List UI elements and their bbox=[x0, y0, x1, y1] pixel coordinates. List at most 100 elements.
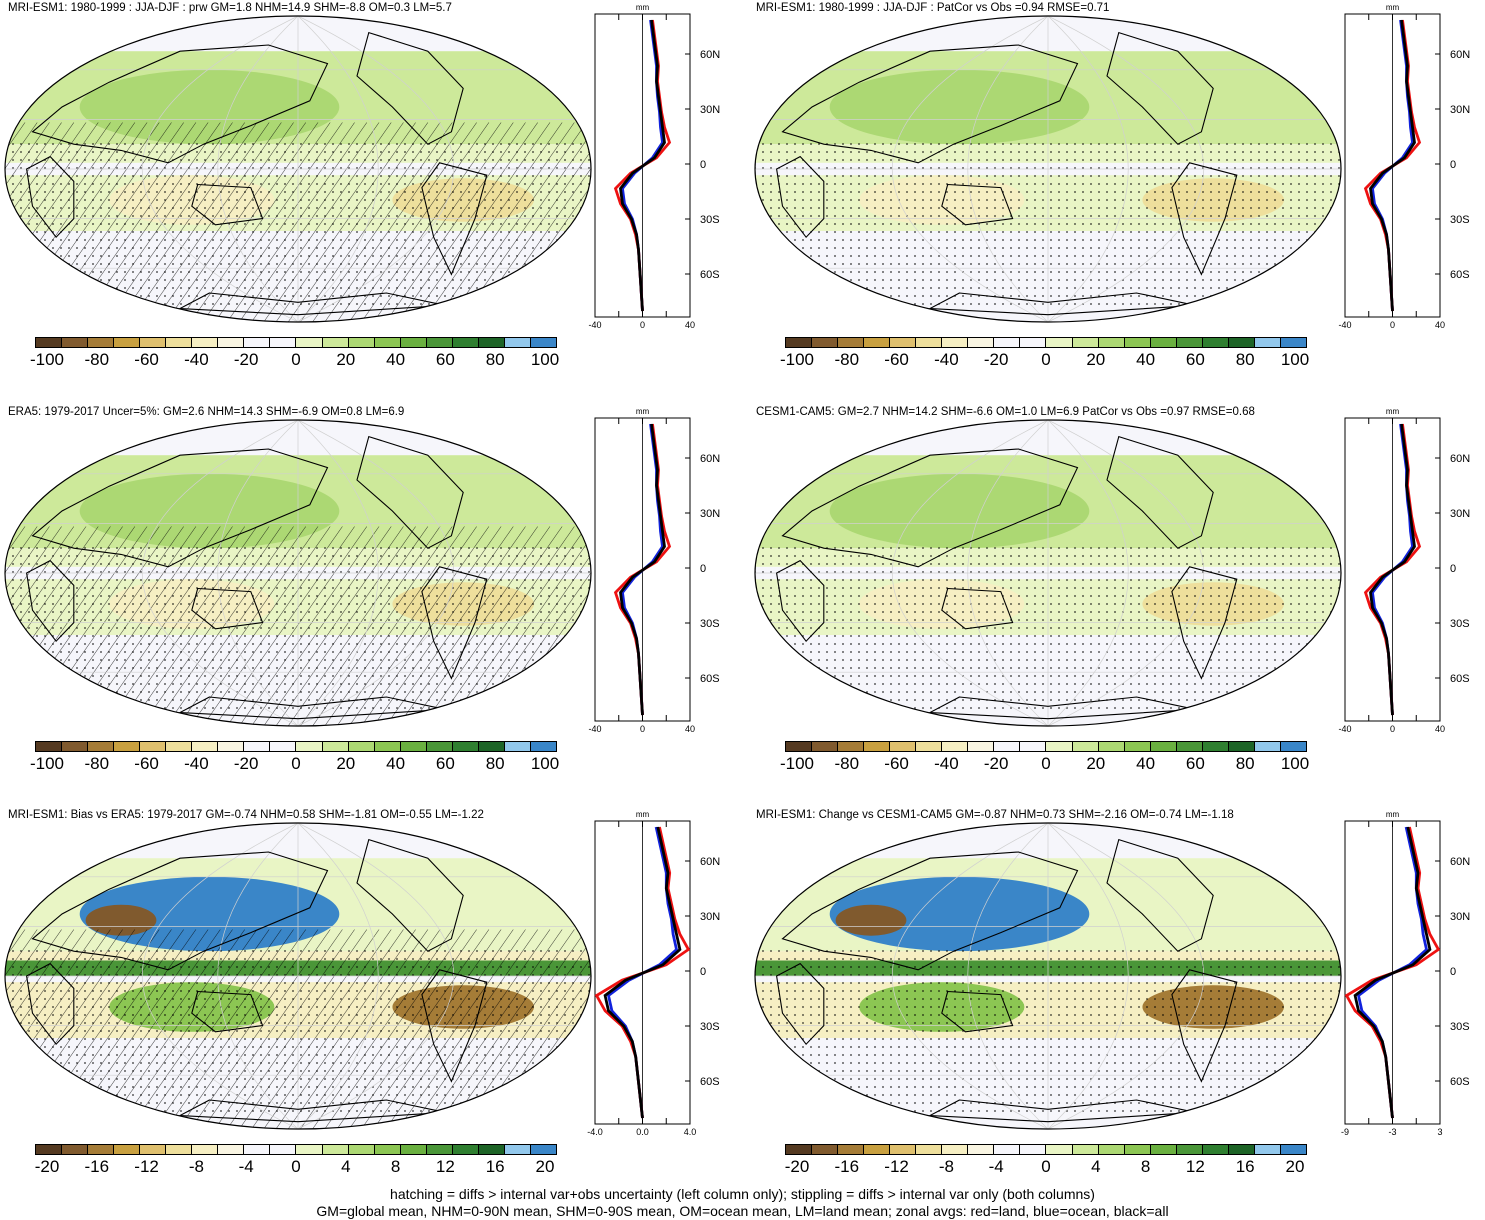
colorbar-tick-label: 40 bbox=[1136, 350, 1156, 369]
colorbar-swatch bbox=[36, 338, 63, 347]
profile-all-curve bbox=[1369, 19, 1416, 312]
profile-all-curve bbox=[619, 19, 666, 312]
colorbar: -100 -80 -60 -40 -20 0 20 40 60 80 100 bbox=[30, 337, 560, 372]
world-map bbox=[754, 15, 1342, 323]
profile-all-curve bbox=[1353, 826, 1432, 1119]
colorbar-tick-label: -4 bbox=[238, 1157, 254, 1176]
colorbar-swatch bbox=[62, 338, 89, 347]
profile-x-tick-label: -40 bbox=[588, 320, 601, 330]
colorbar-tick-label: 4 bbox=[1091, 1157, 1101, 1176]
profile-latitude-label: 30N bbox=[1450, 911, 1470, 923]
zonal-mean-profile: mm -40 0 40 60N 30N 0 30S 60S bbox=[1338, 407, 1470, 734]
colorbar-tick-label: 20 bbox=[1086, 350, 1106, 369]
colorbar-tick-label: -40 bbox=[934, 350, 959, 369]
colorbar-tick-label: 20 bbox=[336, 754, 356, 773]
colorbar-tick-label: 80 bbox=[485, 350, 505, 369]
colorbar-tick-label: -100 bbox=[779, 350, 815, 369]
colorbar-tick-label: 4 bbox=[341, 1157, 351, 1176]
colorbar-tick-label: -80 bbox=[834, 350, 860, 369]
profile-x-tick-label: 40 bbox=[1435, 320, 1445, 330]
profile-x-tick-label: -4.0 bbox=[587, 1127, 603, 1137]
profile-unit-label: mm bbox=[1386, 407, 1400, 416]
profile-latitude-label: 60S bbox=[700, 269, 720, 281]
colorbar-swatch bbox=[322, 742, 349, 751]
colorbar-tick-label: 80 bbox=[485, 754, 505, 773]
colorbar-swatch bbox=[812, 338, 839, 347]
colorbar-swatch bbox=[62, 1145, 89, 1154]
colorbar-tick-label: 0 bbox=[291, 1157, 301, 1176]
colorbar-swatch bbox=[452, 742, 479, 751]
colorbar-tick-label: 100 bbox=[530, 350, 560, 369]
colorbar-swatch bbox=[994, 1145, 1021, 1154]
colorbar-swatch bbox=[864, 742, 891, 751]
colorbar-swatch bbox=[36, 742, 63, 751]
colorbar-swatch bbox=[452, 338, 479, 347]
panel-title: ERA5: 1979-2017 Uncer=5%: GM=2.6 NHM=14.… bbox=[8, 406, 405, 418]
colorbar-tick-label: 0 bbox=[1041, 350, 1051, 369]
colorbar-swatch bbox=[916, 742, 943, 751]
colorbar-tick-label: 8 bbox=[1140, 1157, 1151, 1176]
colorbar-tick-label: 8 bbox=[390, 1157, 401, 1176]
panel-title: MRI-ESM1: Change vs CESM1-CAM5 GM=-0.87 … bbox=[756, 809, 1234, 821]
colorbar-swatch bbox=[838, 338, 865, 347]
colorbar-swatch bbox=[296, 1145, 323, 1154]
colorbar-swatch bbox=[530, 1145, 556, 1154]
profile-x-tick-label: 40 bbox=[1435, 724, 1445, 734]
colorbar-swatch bbox=[1072, 742, 1099, 751]
colorbar-tick-label: 16 bbox=[1235, 1157, 1255, 1176]
colorbar-swatch bbox=[244, 338, 271, 347]
profile-latitude-label: 0 bbox=[700, 966, 706, 978]
colorbar-swatch bbox=[1020, 338, 1047, 347]
colorbar-swatch bbox=[374, 742, 401, 751]
profile-x-tick-label: -3 bbox=[1388, 1127, 1396, 1137]
colorbar-tick-label: -80 bbox=[84, 350, 110, 369]
colorbar-tick-label: 12 bbox=[1185, 1157, 1205, 1176]
colorbar-tick-label: -20 bbox=[34, 1157, 60, 1176]
profile-x-tick-label: -9 bbox=[1341, 1127, 1349, 1137]
colorbar-swatch bbox=[296, 338, 323, 347]
zonal-mean-profile: mm -40 0 40 60N 30N 0 30S 60S bbox=[588, 407, 720, 734]
colorbar-swatch bbox=[1280, 742, 1306, 751]
colorbar-tick-label: -12 bbox=[884, 1157, 909, 1176]
colorbar-swatch bbox=[1046, 742, 1073, 751]
colorbar-swatch bbox=[1098, 1145, 1125, 1154]
colorbar-swatch bbox=[786, 742, 813, 751]
colorbar-swatch bbox=[166, 338, 193, 347]
colorbar-swatch bbox=[1228, 338, 1255, 347]
profile-latitude-label: 60N bbox=[700, 856, 720, 868]
footnote-line-2: GM=global mean, NHM=0-90N mean, SHM=0-90… bbox=[316, 1203, 1169, 1219]
colorbar-tick-label: 0 bbox=[291, 754, 301, 773]
colorbar-swatch bbox=[1046, 338, 1073, 347]
profile-unit-label: mm bbox=[1386, 3, 1400, 12]
profile-latitude-label: 30N bbox=[700, 104, 720, 116]
profile-x-tick-label: 3 bbox=[1437, 1127, 1442, 1137]
colorbar-swatch bbox=[478, 1145, 505, 1154]
colorbar-swatch bbox=[426, 338, 453, 347]
colorbar-swatch bbox=[270, 338, 297, 347]
profile-latitude-label: 0 bbox=[1450, 966, 1456, 978]
figure-footnote: hatching = diffs > internal var+obs unce… bbox=[0, 1186, 1485, 1220]
profile-latitude-label: 60N bbox=[700, 453, 720, 465]
colorbar-swatch bbox=[1202, 338, 1229, 347]
colorbar-swatch bbox=[478, 742, 505, 751]
colorbar-swatch bbox=[270, 742, 297, 751]
colorbar-tick-label: -100 bbox=[29, 754, 65, 773]
profile-x-tick-label: 0 bbox=[640, 724, 645, 734]
colorbar-swatch bbox=[452, 1145, 479, 1154]
colorbar-swatch bbox=[1280, 1145, 1306, 1154]
colorbar-tick-label: 100 bbox=[1280, 350, 1310, 369]
colorbar-tick-label: -40 bbox=[184, 754, 209, 773]
colorbar-swatch bbox=[348, 742, 375, 751]
profile-latitude-label: 60S bbox=[700, 673, 720, 685]
panel-title: MRI-ESM1: 1980-1999 : JJA-DJF : PatCor v… bbox=[756, 2, 1110, 14]
colorbar-swatch bbox=[218, 338, 245, 347]
colorbar-swatch bbox=[348, 1145, 375, 1154]
colorbar-swatch bbox=[322, 1145, 349, 1154]
profile-latitude-label: 30N bbox=[700, 508, 720, 520]
world-map bbox=[4, 419, 592, 727]
colorbar-swatch bbox=[1176, 742, 1203, 751]
profile-latitude-label: 0 bbox=[700, 159, 706, 171]
colorbar-swatch bbox=[114, 338, 141, 347]
colorbar-tick-label: 60 bbox=[1185, 350, 1205, 369]
colorbar-swatch bbox=[504, 1145, 531, 1154]
